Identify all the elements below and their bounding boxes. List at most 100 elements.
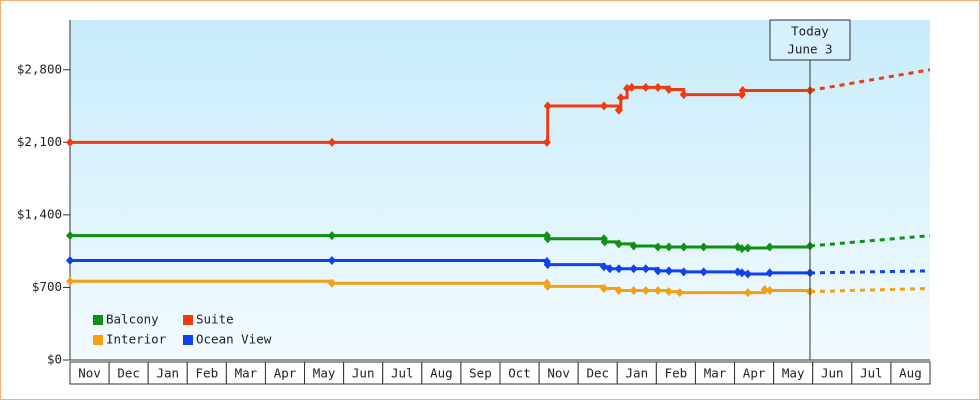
point bbox=[66, 137, 74, 147]
x-tick-label: Jan bbox=[156, 366, 179, 381]
point bbox=[616, 93, 625, 103]
point bbox=[327, 231, 336, 241]
projection-line bbox=[809, 269, 931, 275]
point bbox=[66, 255, 74, 265]
point bbox=[543, 234, 552, 244]
x-tick-label: May bbox=[782, 366, 805, 381]
y-tick-label: $2,100 bbox=[17, 134, 62, 149]
projection-line bbox=[809, 234, 931, 248]
legend-label: Ocean View bbox=[196, 332, 272, 347]
x-tick-label: Apr bbox=[743, 366, 766, 381]
x-tick-label: Dec bbox=[586, 366, 609, 381]
today-label: Today bbox=[791, 24, 829, 39]
x-tick-label: Nov bbox=[78, 366, 101, 381]
point bbox=[653, 242, 662, 252]
y-tick-label: $1,400 bbox=[17, 206, 62, 221]
point bbox=[627, 82, 636, 92]
point bbox=[66, 231, 74, 241]
point bbox=[664, 84, 673, 94]
y-tick-label: $2,800 bbox=[17, 61, 62, 76]
x-tick-label: Feb bbox=[196, 366, 219, 381]
projection-line bbox=[809, 68, 931, 92]
point bbox=[737, 268, 746, 278]
point bbox=[653, 266, 662, 276]
x-tick-label: Jun bbox=[352, 366, 375, 381]
x-tick-label: Jul bbox=[860, 366, 883, 381]
point bbox=[599, 101, 608, 111]
x-tick-label: Mar bbox=[235, 366, 258, 381]
x-tick-label: Aug bbox=[430, 366, 453, 381]
y-tick-label: $700 bbox=[32, 279, 62, 294]
point bbox=[737, 244, 746, 254]
point bbox=[542, 137, 551, 147]
point bbox=[614, 239, 623, 249]
point bbox=[699, 242, 708, 252]
x-tick-label: Aug bbox=[899, 366, 922, 381]
point bbox=[543, 281, 552, 291]
point bbox=[743, 269, 752, 279]
legend-swatch bbox=[93, 315, 103, 325]
x-tick-label: Feb bbox=[665, 366, 688, 381]
point bbox=[614, 286, 623, 296]
point bbox=[599, 283, 608, 293]
point bbox=[327, 255, 336, 265]
legend-label: Suite bbox=[196, 312, 234, 327]
point bbox=[605, 264, 614, 274]
point bbox=[760, 285, 769, 295]
y-tick-label: $0 bbox=[47, 352, 62, 367]
point bbox=[679, 267, 688, 277]
point bbox=[679, 242, 688, 252]
point bbox=[743, 288, 752, 298]
legend-label: Balcony bbox=[106, 312, 159, 327]
today-date: June 3 bbox=[787, 42, 832, 57]
point bbox=[765, 268, 774, 278]
point bbox=[641, 82, 650, 92]
point bbox=[641, 286, 650, 296]
x-tick-label: Nov bbox=[547, 366, 570, 381]
point bbox=[664, 242, 673, 252]
point bbox=[664, 287, 673, 297]
point bbox=[599, 262, 608, 272]
point bbox=[765, 286, 774, 296]
point bbox=[699, 267, 708, 277]
plot-area bbox=[70, 20, 930, 360]
point bbox=[675, 288, 684, 298]
month-cell bbox=[890, 361, 931, 385]
today-box bbox=[769, 19, 851, 61]
x-tick-label: May bbox=[313, 366, 336, 381]
point bbox=[765, 242, 774, 252]
point bbox=[641, 264, 650, 274]
point bbox=[327, 137, 336, 147]
legend-swatch bbox=[183, 315, 193, 325]
x-tick-label: Sep bbox=[469, 366, 492, 381]
legend-swatch bbox=[183, 335, 193, 345]
projection-line bbox=[809, 286, 931, 294]
x-tick-label: Jul bbox=[391, 366, 414, 381]
point bbox=[629, 286, 638, 296]
point bbox=[738, 85, 747, 95]
x-tick-label: Dec bbox=[117, 366, 140, 381]
legend-swatch bbox=[93, 335, 103, 345]
point bbox=[743, 243, 752, 253]
x-tick-label: Mar bbox=[704, 366, 727, 381]
x-tick-label: Oct bbox=[508, 366, 531, 381]
point bbox=[614, 105, 623, 115]
point bbox=[543, 101, 552, 111]
point bbox=[629, 264, 638, 274]
x-tick-label: Jan bbox=[626, 366, 649, 381]
point bbox=[629, 241, 638, 251]
x-tick-label: Apr bbox=[274, 366, 297, 381]
point bbox=[600, 237, 609, 247]
point bbox=[614, 264, 623, 274]
point bbox=[327, 278, 336, 288]
x-tick-label: Jun bbox=[821, 366, 844, 381]
point bbox=[653, 82, 662, 92]
point bbox=[653, 286, 662, 296]
point bbox=[543, 260, 552, 270]
point bbox=[679, 90, 688, 100]
point bbox=[664, 266, 673, 276]
point bbox=[66, 276, 74, 286]
legend-label: Interior bbox=[106, 332, 167, 347]
